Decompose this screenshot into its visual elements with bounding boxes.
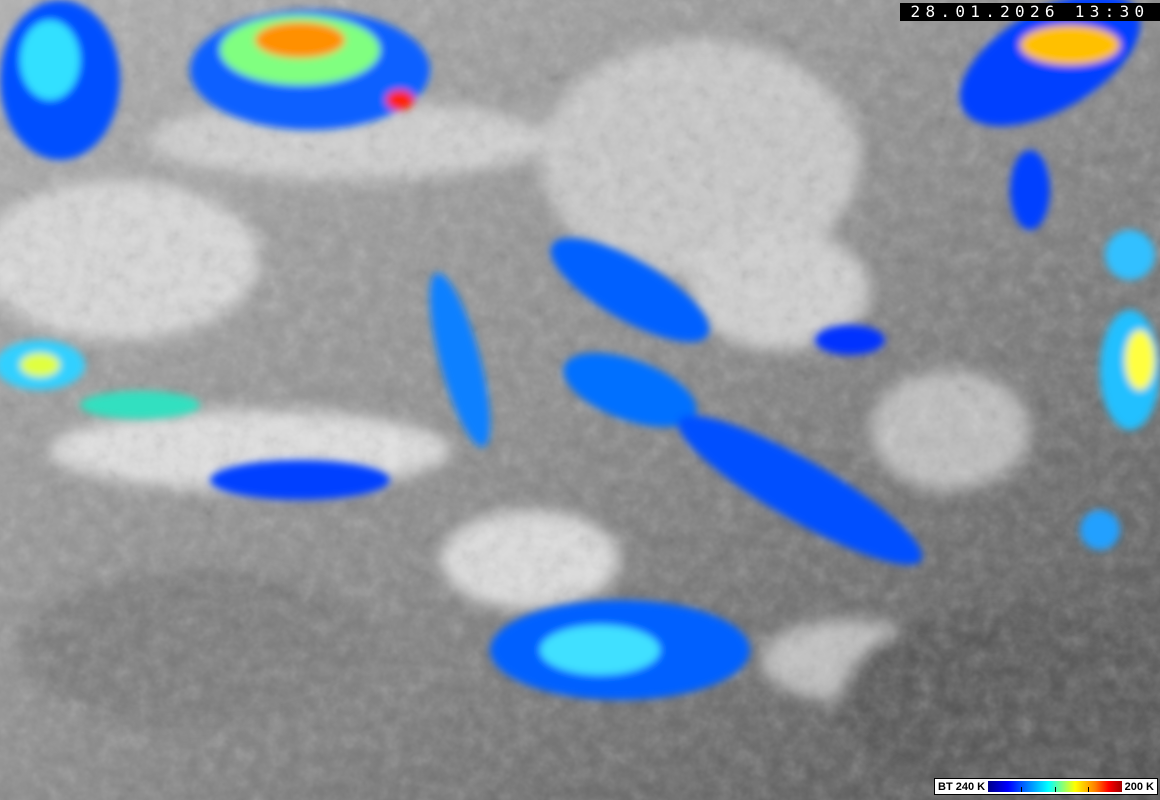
colorbar-tick bbox=[1021, 787, 1023, 792]
colorbar-legend: BT 240 K 200 K bbox=[934, 778, 1158, 795]
colorbar-max-label: 200 K bbox=[1124, 780, 1154, 793]
timestamp: 28.01.2026 13:30 bbox=[900, 3, 1160, 21]
colorbar-min-label: BT 240 K bbox=[938, 780, 986, 793]
colorbar-tick bbox=[1054, 787, 1056, 792]
cold-cloud-tops bbox=[0, 0, 1160, 700]
colorbar-tick bbox=[1088, 787, 1090, 792]
colorbar-gradient bbox=[988, 781, 1122, 792]
